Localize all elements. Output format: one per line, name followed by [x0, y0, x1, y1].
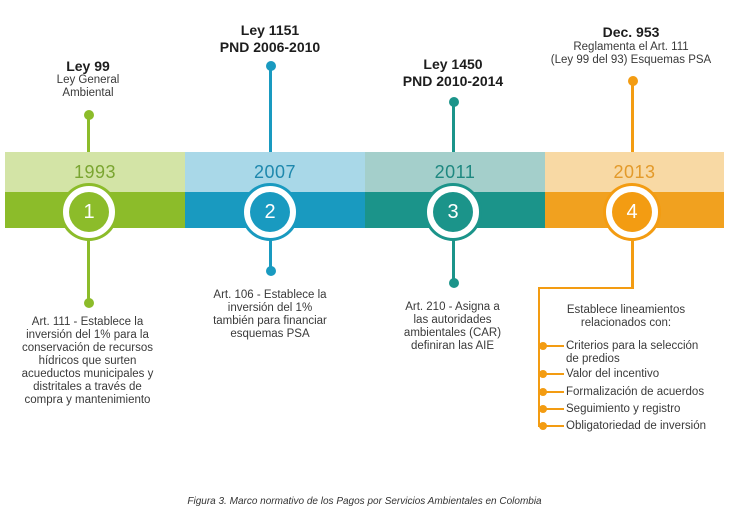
connector-dot-1-bottom: [84, 298, 94, 308]
connector-line-4-bottom: [631, 233, 634, 287]
milestone-marker-4: 4: [606, 186, 658, 238]
guideline-item-2: Valor del incentivo: [566, 368, 660, 380]
band-1993-light: [5, 152, 185, 192]
connector-dot-2-bottom: [266, 266, 276, 276]
connector-dot-3-top: [449, 97, 459, 107]
connector-dot-2-top: [266, 61, 276, 71]
milestone-number-4: 4: [612, 192, 652, 232]
guideline-tick-4: [540, 408, 564, 410]
guideline-tick-1: [540, 345, 564, 347]
milestone-number-3: 3: [433, 192, 473, 232]
connector-line-4-top: [631, 81, 634, 152]
connector-line-1-top: [87, 115, 90, 152]
figure-caption: Figura 3. Marco normativo de los Pagos p…: [187, 496, 542, 507]
milestone-marker-3: 3: [427, 186, 479, 238]
connector-line-3-top: [452, 102, 455, 152]
guideline-tick-3: [540, 391, 564, 393]
year-label-2013: 2013: [613, 162, 656, 182]
milestone-4-title: Dec. 953: [602, 24, 660, 40]
year-label-1993: 1993: [73, 162, 117, 182]
band-2011-light: [365, 152, 545, 192]
guidelines-intro: Establece lineamientos relacionados con:: [566, 304, 686, 329]
milestone-3-description: Art. 210 - Asigna a las autoridades ambi…: [403, 301, 502, 352]
connector-line-1-bottom: [87, 233, 90, 303]
band-2013-light: [545, 152, 724, 192]
connector-line-3-bottom: [452, 233, 455, 283]
connector-dot-3-bottom: [449, 278, 459, 288]
milestone-number-1: 1: [69, 192, 109, 232]
milestone-2-title: Ley 1151 PND 2006-2010: [219, 22, 321, 55]
milestone-marker-1: 1: [63, 186, 115, 238]
connector-line-2-bottom: [269, 233, 272, 271]
milestone-1-subtitle: Ley General Ambiental: [56, 74, 120, 99]
band-2007-light: [185, 152, 365, 192]
guideline-tick-5: [540, 425, 564, 427]
guideline-item-4: Seguimiento y registro: [566, 403, 681, 415]
milestone-4-subtitle: Reglamenta el Art. 111 (Ley 99 del 93) E…: [550, 41, 712, 66]
connector-dot-4-top: [628, 76, 638, 86]
milestone-1-description: Art. 111 - Establece la inversión del 1%…: [21, 316, 154, 406]
connector-dot-1-top: [84, 110, 94, 120]
milestone-1-title: Ley 99: [66, 58, 110, 74]
milestone-marker-2: 2: [244, 186, 296, 238]
guideline-item-1: Criterios para la selección de predios: [566, 340, 699, 365]
year-label-2007: 2007: [253, 162, 297, 182]
year-label-2011: 2011: [434, 162, 476, 182]
milestone-number-2: 2: [250, 192, 290, 232]
guideline-item-5: Obligatoriedad de inversión: [566, 420, 707, 432]
guideline-tick-2: [540, 373, 564, 375]
connector-line-2-top: [269, 66, 272, 152]
guideline-item-3: Formalización de acuerdos: [566, 386, 705, 398]
milestone-2-description: Art. 106 - Establece la inversión del 1%…: [213, 289, 327, 340]
guidelines-bracket-vertical: [538, 287, 540, 427]
milestone-3-title: Ley 1450 PND 2010-2014: [402, 56, 504, 89]
guidelines-bracket-horizontal: [538, 287, 634, 289]
